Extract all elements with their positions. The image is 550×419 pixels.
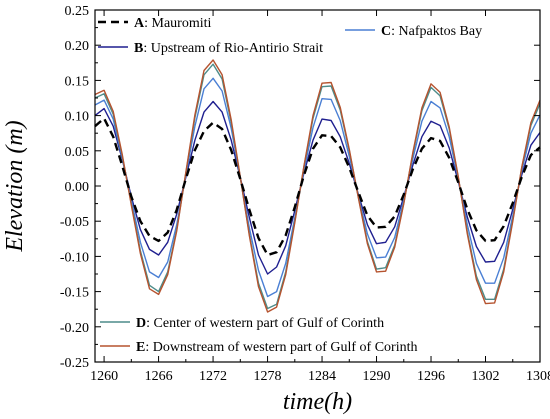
series-line-b: [94, 100, 541, 275]
legend-label-d: D: Center of western part of Gulf of Cor…: [136, 316, 384, 331]
x-tick-label: 1308: [526, 369, 550, 384]
x-tick-label: 1278: [254, 369, 282, 384]
legend-label-e: E: Downstream of western part of Gulf of…: [136, 340, 418, 355]
y-axis-ticks: 0.25 0.20 0.15 0.10 0.05 0.00 -0.05 -0.10 -0.15 -…: [60, 4, 540, 371]
x-axis-ticks: 1260 1266 1272 1278 1284 1290 1296 1302 1308: [90, 10, 550, 384]
x-tick-label: 1260: [90, 369, 118, 384]
y-tick-label: -0.15: [60, 286, 89, 301]
legend-label-b: B: Upstream of Rio-Antirio Strait: [134, 41, 323, 56]
y-tick-label: -0.20: [60, 321, 89, 336]
legend: A: Mauromiti B: Upstream of Rio-Antirio S…: [98, 16, 482, 355]
y-tick-label: -0.10: [60, 250, 89, 265]
y-axis-title: Elevation (m): [2, 120, 28, 252]
x-tick-label: 1302: [472, 369, 500, 384]
plot-lines: [94, 59, 541, 313]
legend-label-a: A: Mauromiti: [134, 16, 212, 31]
y-tick-label: 0.05: [65, 145, 90, 160]
y-tick-label: 0.10: [65, 110, 90, 125]
series-line-c: [94, 77, 541, 298]
x-tick-label: 1290: [363, 369, 391, 384]
x-tick-label: 1272: [199, 369, 227, 384]
y-tick-label: 0.00: [65, 180, 90, 195]
y-tick-label: 0.15: [65, 74, 90, 89]
y-tick-label: -0.05: [60, 215, 89, 230]
series-line-a: [94, 117, 541, 257]
series-line-e: [94, 59, 541, 313]
x-tick-label: 1296: [417, 369, 445, 384]
x-axis-title: time(h): [283, 389, 352, 415]
y-tick-label: -0.25: [60, 356, 89, 371]
y-tick-label: 0.20: [65, 39, 90, 54]
x-tick-label: 1266: [145, 369, 173, 384]
x-tick-label: 1284: [308, 369, 336, 384]
y-tick-label: 0.25: [65, 4, 90, 19]
legend-label-c: C: Nafpaktos Bay: [381, 24, 482, 39]
